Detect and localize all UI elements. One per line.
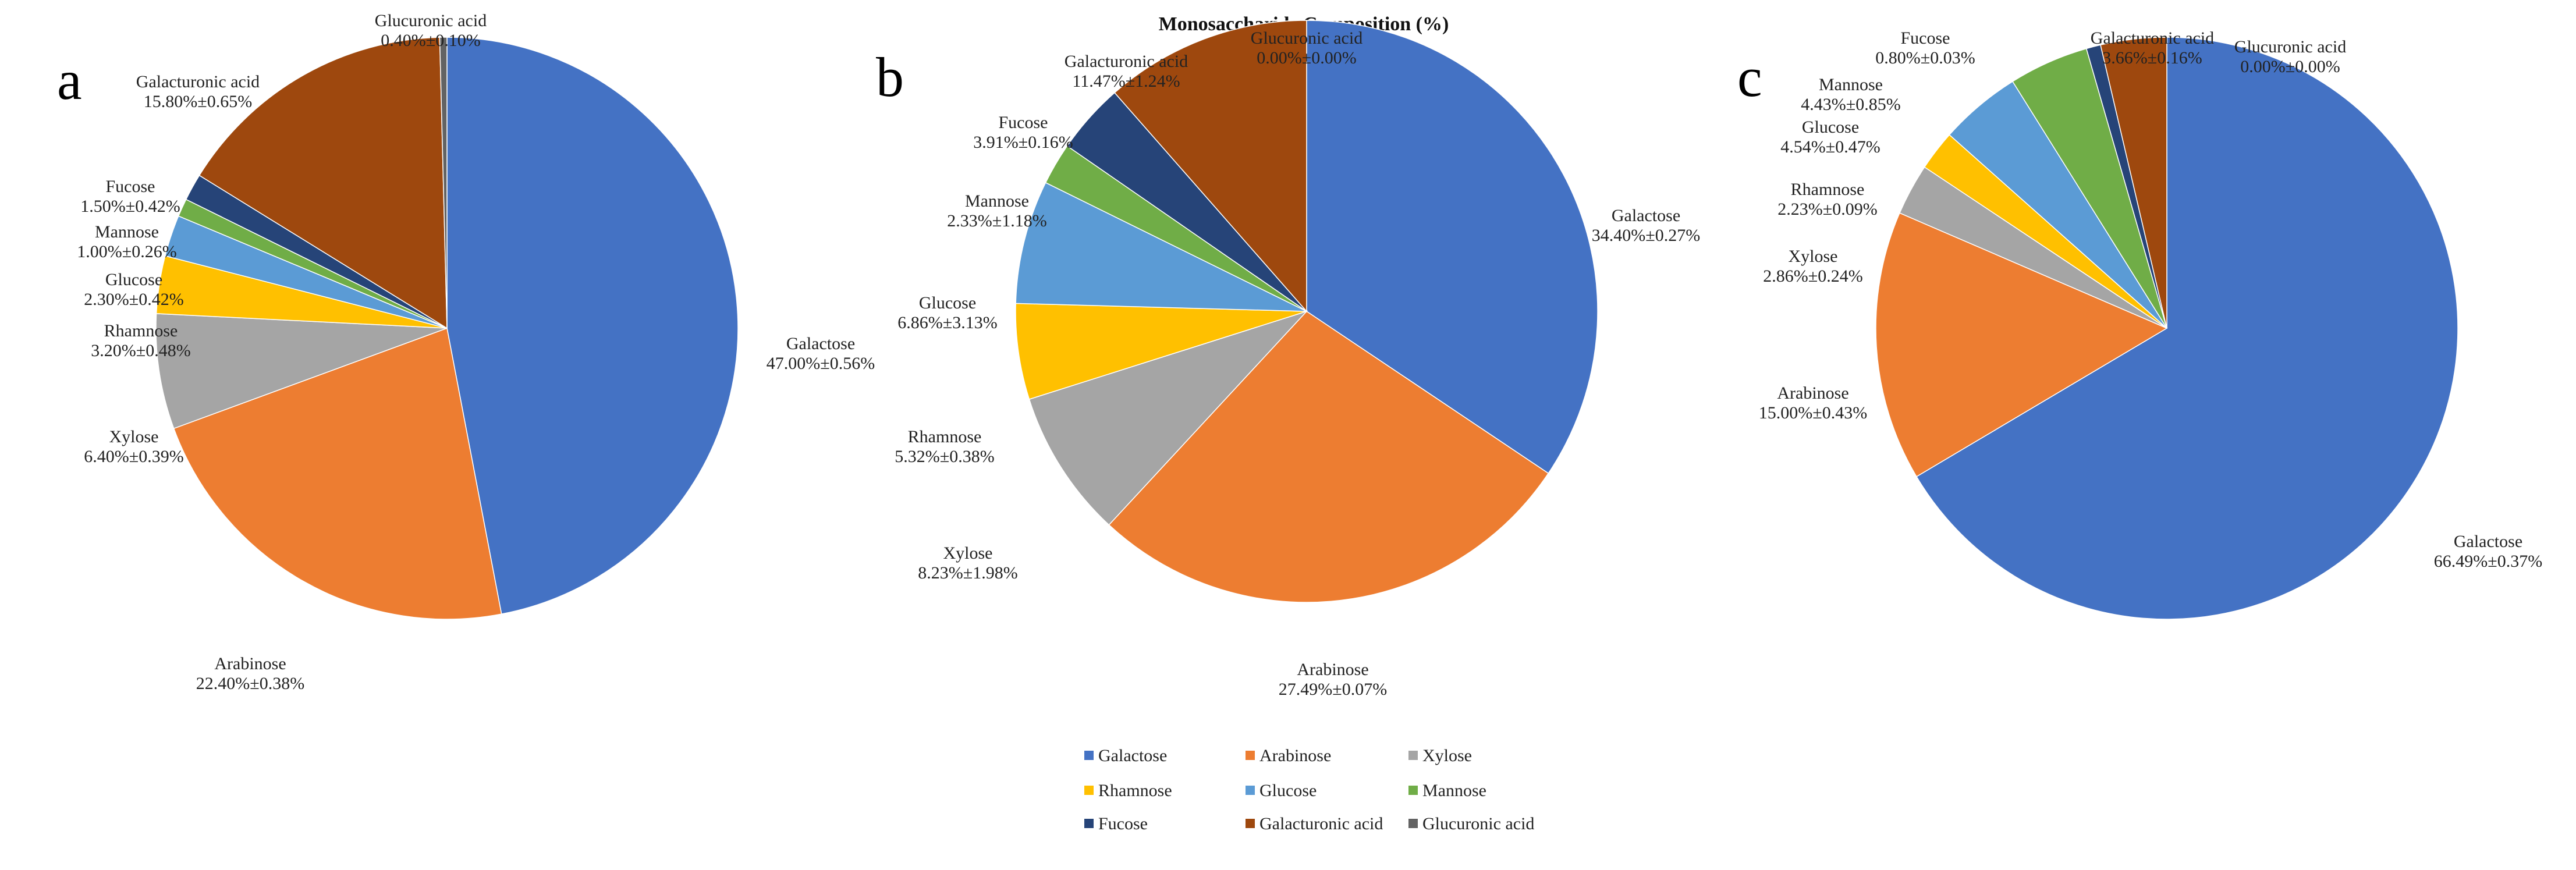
legend-swatch	[1408, 786, 1418, 795]
legend-swatch	[1408, 751, 1418, 760]
legend-item-glucose: Glucose	[1246, 781, 1317, 800]
data-label-arabinose: Arabinose 22.40%±0.38%	[196, 654, 304, 693]
panel-letter-b: b	[876, 46, 904, 108]
data-label-xylose: Xylose 6.40%±0.39%	[84, 427, 183, 466]
legend-swatch	[1084, 819, 1094, 828]
pie-slice-glucuronic-acid	[439, 37, 448, 329]
pie-slice-glucose	[1015, 182, 1307, 312]
legend-label: Galacturonic acid	[1259, 814, 1383, 833]
pie-slice-galacturonic-acid	[2100, 37, 2167, 329]
pie-slice-xylose	[1028, 310, 1308, 526]
data-label-galacturonic-acid: Galacturonic acid 15.80%±0.65%	[136, 72, 260, 111]
data-label-xylose: Xylose 2.86%±0.24%	[1763, 247, 1862, 286]
legend-label: Xylose	[1422, 746, 1472, 765]
data-label-glucuronic-acid: Glucuronic acid 0.00%±0.00%	[2234, 37, 2346, 76]
legend-swatch	[1084, 751, 1094, 760]
legend-item-rhamnose: Rhamnose	[1084, 781, 1172, 800]
data-label-galacturonic-acid: Galacturonic acid 3.66%±0.16%	[2091, 29, 2214, 68]
legend-item-galactose: Galactose	[1084, 746, 1167, 765]
data-label-fucose: Fucose 3.91%±0.16%	[973, 113, 1073, 152]
legend-label: Glucuronic acid	[1422, 814, 1534, 833]
data-label-xylose: Xylose 8.23%±1.98%	[918, 544, 1017, 583]
data-label-galactose: Galactose 66.49%±0.37%	[2434, 532, 2542, 571]
pie-chart-c: c Galactose 66.49%±0.37% Arabinose 15.00%±0…	[1737, 29, 2542, 620]
data-label-glucuronic-acid: Glucuronic acid 0.00%±0.00%	[1251, 29, 1362, 68]
data-label-galactose: Galactose 47.00%±0.56%	[767, 334, 875, 373]
legend-swatch	[1084, 786, 1094, 795]
legend-item-xylose: Xylose	[1408, 746, 1472, 765]
data-label-galactose: Galactose 34.40%±0.27%	[1592, 206, 1700, 245]
legend-swatch	[1246, 786, 1255, 795]
legend-label: Arabinose	[1259, 746, 1331, 765]
pie-slice-galacturonic-acid	[198, 37, 448, 329]
panel-letter-c: c	[1737, 46, 1762, 108]
pie-slice-galacturonic-acid	[1114, 20, 1307, 313]
pie-slice-galactose	[446, 37, 739, 615]
data-label-mannose: Mannose 2.33%±1.18%	[947, 191, 1046, 230]
data-label-glucose: Glucose 6.86%±3.13%	[897, 293, 997, 332]
data-label-fucose: Fucose 0.80%±0.03%	[1875, 29, 1975, 68]
data-label-glucose: Glucose 4.54%±0.47%	[1780, 118, 1880, 157]
data-label-galacturonic-acid: Galacturonic acid 11.47%±1.24%	[1065, 52, 1188, 91]
legend-label: Rhamnose	[1098, 781, 1172, 800]
data-label-mannose: Mannose 1.00%±0.26%	[77, 222, 176, 261]
legend-label: Fucose	[1098, 814, 1148, 833]
legend-swatch	[1246, 751, 1255, 760]
chart-legend: Galactose Arabinose Xylose Rhamnose Glucose M…	[1084, 746, 1534, 833]
legend-item-fucose: Fucose	[1084, 814, 1148, 833]
legend-item-arabinose: Arabinose	[1246, 746, 1331, 765]
legend-label: Galactose	[1098, 746, 1167, 765]
data-label-glucuronic-acid: Glucuronic acid 0.40%±0.10%	[375, 11, 487, 50]
legend-item-mannose: Mannose	[1408, 781, 1486, 800]
legend-label: Glucose	[1259, 781, 1317, 800]
pie-chart-a: a Galactose 47.00%±0.56% Arabinose 22.40%±0…	[57, 11, 875, 693]
data-label-fucose: Fucose 1.50%±0.42%	[80, 177, 180, 216]
panel-letter-a: a	[57, 49, 82, 111]
data-label-arabinose: Arabinose 15.00%±0.43%	[1759, 383, 1867, 422]
legend-label: Mannose	[1422, 781, 1486, 800]
pie-slice-rhamnose	[1015, 303, 1307, 400]
data-label-rhamnose: Rhamnose 2.23%±0.09%	[1777, 180, 1877, 219]
data-label-rhamnose: Rhamnose 3.20%±0.48%	[91, 321, 190, 360]
legend-swatch	[1408, 819, 1418, 828]
pie-chart-b: b Monosaccharide Composition (%) Galacto…	[876, 13, 1700, 699]
pie-slice-arabinose	[1875, 212, 2168, 477]
pie-slice-xylose	[155, 313, 448, 429]
data-label-rhamnose: Rhamnose 5.32%±0.38%	[895, 427, 994, 466]
pie-slice-arabinose	[1108, 311, 1549, 603]
pie-slice-arabinose	[173, 327, 502, 620]
pie-slice-galactose	[1915, 37, 2458, 620]
legend-swatch	[1246, 819, 1255, 828]
legend-item-glucuronic-acid: Glucuronic acid	[1408, 814, 1534, 833]
data-label-glucose: Glucose 2.30%±0.42%	[84, 270, 183, 309]
data-label-mannose: Mannose 4.43%±0.85%	[1801, 75, 1900, 114]
legend-item-galacturonic-acid: Galacturonic acid	[1246, 814, 1383, 833]
data-label-arabinose: Arabinose 27.49%±0.07%	[1279, 660, 1387, 699]
